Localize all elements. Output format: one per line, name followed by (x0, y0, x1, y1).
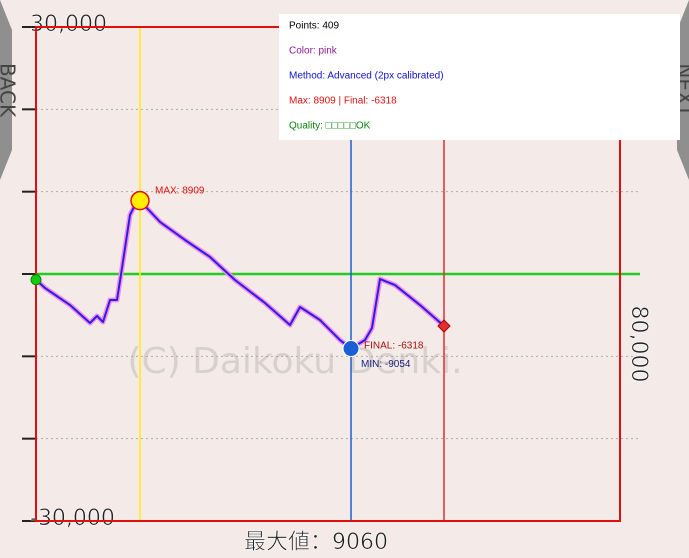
y-tick-label: 30,000 (30, 12, 107, 37)
final-marker (437, 319, 451, 333)
info-line: Color: pink (289, 46, 338, 57)
watermark: (C) Daikoku Denki. (127, 341, 462, 382)
plot: (C) Daikoku Denki. 30,000 -30,000 MAX: 8909… (22, 12, 651, 555)
y-tick-label: -30,000 (30, 506, 115, 531)
back-button[interactable] (0, 0, 12, 180)
info-line: Quality: □□□□□OK (289, 121, 371, 132)
right-label: 80,000 (626, 306, 651, 383)
info-line: Method: Advanced (2px calibrated) (289, 71, 444, 82)
info-panel-bg (279, 14, 680, 140)
info-line: Points: 409 (289, 21, 339, 32)
marker-label: FINAL: -6318 (364, 341, 424, 352)
line (35, 199, 445, 350)
back-label[interactable]: BACK (0, 63, 20, 118)
footer: 最大値：9060 (244, 530, 388, 555)
min-marker (342, 340, 360, 358)
info-line: Max: 8909 | Final: -6318 (289, 96, 397, 107)
marker-label: MAX: 8909 (155, 185, 205, 196)
start-marker (30, 274, 42, 286)
info-panel: Points: 409 Color: pink Method: Advanced (… (279, 14, 680, 140)
marker-label: MIN: -9054 (361, 359, 411, 370)
max-marker (130, 190, 150, 211)
